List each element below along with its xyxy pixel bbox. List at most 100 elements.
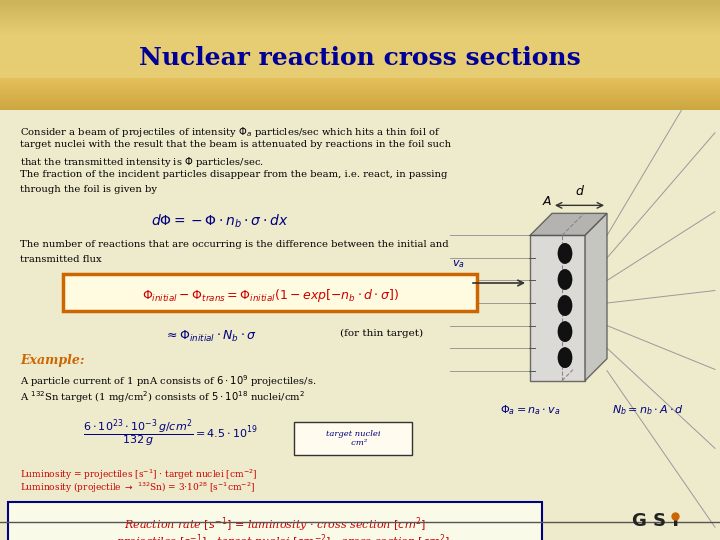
Bar (0, 87, 720, 88)
Bar (0, 11, 720, 12)
Text: $=$ projectiles $[s^{-1}]$ $\cdot$ target nuclei $[cm^{-2}]$ $\cdot$ cross secti: $=$ projectiles $[s^{-1}]$ $\cdot$ targe… (99, 532, 451, 540)
Text: (for thin target): (for thin target) (340, 328, 423, 338)
Bar (0, 3, 720, 4)
Bar (0, 67, 720, 68)
Bar (0, 73, 720, 74)
Bar (0, 1, 720, 2)
Bar (0, 88, 720, 89)
Bar (0, 107, 720, 108)
Text: A: A (543, 195, 552, 208)
Bar (0, 37, 720, 38)
Text: Nuclear reaction cross sections: Nuclear reaction cross sections (139, 46, 581, 70)
Bar (0, 81, 720, 82)
Text: $\dfrac{6 \cdot 10^{23} \cdot 10^{-3}\, g/cm^2}{132\,g} = 4.5 \cdot 10^{19}$: $\dfrac{6 \cdot 10^{23} \cdot 10^{-3}\, … (83, 418, 258, 450)
Bar (0, 74, 720, 75)
Bar (0, 90, 720, 91)
Bar (0, 106, 720, 107)
Bar (0, 53, 720, 54)
Bar (0, 63, 720, 64)
Bar (0, 16, 720, 17)
Bar (0, 8, 720, 9)
Text: that the transmitted intensity is $\Phi$ particles/sec.: that the transmitted intensity is $\Phi$… (20, 155, 264, 169)
Bar (0, 80, 720, 81)
Bar (0, 7, 720, 8)
Bar (0, 43, 720, 44)
Bar (0, 64, 720, 65)
Ellipse shape (558, 322, 572, 342)
Text: Reaction rate $[s^{-1}]$ = luminosity $\cdot$ cross section $[cm^2]$: Reaction rate $[s^{-1}]$ = luminosity $\… (124, 515, 426, 534)
Bar (0, 45, 720, 46)
Bar (0, 62, 720, 63)
Ellipse shape (558, 244, 572, 264)
Text: A $^{132}$Sn target (1 mg/cm$^2$) consists of $5 \cdot 10^{18}$ nuclei/cm$^2$: A $^{132}$Sn target (1 mg/cm$^2$) consis… (20, 389, 305, 404)
Ellipse shape (558, 295, 572, 315)
Ellipse shape (558, 269, 572, 289)
Bar (0, 58, 720, 59)
Bar (0, 77, 720, 78)
Text: The number of reactions that are occurring is the difference between the initial: The number of reactions that are occurri… (20, 240, 449, 249)
Ellipse shape (558, 348, 572, 368)
Bar (0, 97, 720, 98)
Text: transmitted flux: transmitted flux (20, 255, 102, 265)
Bar (0, 26, 720, 27)
Text: $v_a$: $v_a$ (452, 258, 465, 270)
Polygon shape (530, 235, 585, 381)
Text: $N_b = n_b \cdot A \cdot d$: $N_b = n_b \cdot A \cdot d$ (612, 403, 684, 416)
Bar (0, 44, 720, 45)
Text: $d\Phi = -\Phi \cdot n_b \cdot \sigma \cdot dx$: $d\Phi = -\Phi \cdot n_b \cdot \sigma \c… (151, 212, 289, 230)
Bar (0, 18, 720, 19)
Bar (0, 34, 720, 35)
Bar (0, 93, 720, 94)
Bar (0, 33, 720, 34)
Bar (0, 66, 720, 67)
Bar (0, 60, 720, 61)
Bar (0, 96, 720, 97)
Text: $\Phi_a = n_a \cdot v_a$: $\Phi_a = n_a \cdot v_a$ (500, 403, 560, 416)
Bar (0, 24, 720, 25)
Polygon shape (530, 213, 607, 235)
Bar (0, 2, 720, 3)
Bar (0, 12, 720, 13)
Bar (0, 22, 720, 23)
Bar (0, 100, 720, 101)
Bar (0, 35, 720, 36)
Bar (0, 84, 720, 85)
Bar (0, 51, 720, 52)
Bar (0, 55, 720, 56)
Bar (0, 23, 720, 24)
Bar (0, 20, 720, 21)
Bar (0, 46, 720, 47)
Bar (0, 109, 720, 110)
Bar (0, 5, 720, 6)
Text: $\Phi_{initial} - \Phi_{trans} = \Phi_{initial}(1 - exp[-n_b \cdot d \cdot \sigm: $\Phi_{initial} - \Phi_{trans} = \Phi_{i… (142, 287, 398, 304)
Bar (0, 103, 720, 104)
Bar (0, 47, 720, 48)
Bar (0, 102, 720, 103)
Bar (0, 72, 720, 73)
Bar (0, 85, 720, 86)
Bar (0, 32, 720, 33)
Bar (0, 56, 720, 57)
Bar (0, 54, 720, 55)
Bar (0, 41, 720, 42)
Bar (0, 25, 720, 26)
FancyBboxPatch shape (294, 422, 412, 455)
Bar (0, 61, 720, 62)
Bar (0, 76, 720, 77)
Bar (0, 17, 720, 18)
Bar (0, 0, 720, 1)
Bar (0, 65, 720, 66)
Text: through the foil is given by: through the foil is given by (20, 185, 157, 194)
Bar (0, 50, 720, 51)
Bar (0, 38, 720, 39)
Bar (0, 15, 720, 16)
Bar (0, 82, 720, 83)
Bar (0, 30, 720, 31)
Text: Example:: Example: (20, 354, 84, 367)
Bar (0, 98, 720, 99)
Bar (0, 39, 720, 40)
Bar (0, 78, 720, 79)
Text: d: d (575, 185, 583, 198)
Bar (0, 10, 720, 11)
Text: Luminosity (projectile $\rightarrow$ $^{132}$Sn) = 3$\cdot$10$^{28}$ [s$^{-1}$cm: Luminosity (projectile $\rightarrow$ $^{… (20, 481, 255, 495)
